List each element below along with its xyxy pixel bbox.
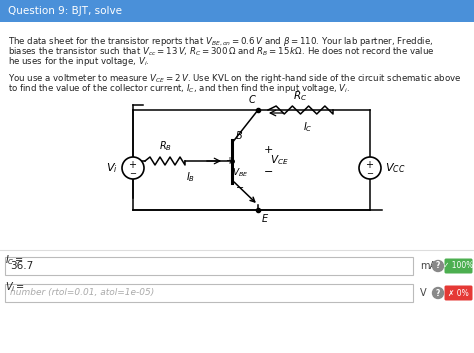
Text: number (rtol=0.01, atol=1e-05): number (rtol=0.01, atol=1e-05): [10, 288, 154, 298]
Text: ✗ 0%: ✗ 0%: [447, 288, 468, 298]
Text: $I_C$: $I_C$: [303, 120, 313, 134]
Text: he uses for the input voltage, $V_i$.: he uses for the input voltage, $V_i$.: [8, 55, 150, 68]
Text: $C$: $C$: [247, 93, 256, 105]
FancyBboxPatch shape: [445, 286, 473, 300]
Text: $V_{BE}$: $V_{BE}$: [232, 166, 248, 179]
Text: ✓ 100%: ✓ 100%: [443, 262, 473, 270]
Circle shape: [432, 287, 444, 299]
Text: $I_B$: $I_B$: [186, 170, 196, 184]
Text: ?: ?: [436, 262, 440, 270]
Circle shape: [122, 157, 144, 179]
Text: $-$: $-$: [263, 165, 273, 175]
Text: V: V: [420, 288, 427, 298]
Text: Question 9: BJT, solve: Question 9: BJT, solve: [8, 6, 122, 16]
Text: to find the value of the collector current, $I_C$, and then find the input volta: to find the value of the collector curre…: [8, 82, 350, 95]
Text: $-$: $-$: [236, 180, 245, 191]
FancyBboxPatch shape: [5, 257, 413, 275]
Text: $R_B$: $R_B$: [158, 139, 172, 153]
Text: 36.7: 36.7: [10, 261, 33, 271]
Text: The data sheet for the transistor reports that $V_{BE,on} = 0.6\,V$ and $\beta =: The data sheet for the transistor report…: [8, 35, 433, 48]
Text: $B$: $B$: [235, 129, 243, 141]
Text: ?: ?: [436, 288, 440, 298]
Text: $I_C =$: $I_C =$: [5, 253, 24, 267]
Text: $+$: $+$: [226, 155, 235, 166]
FancyBboxPatch shape: [0, 0, 474, 22]
FancyBboxPatch shape: [5, 284, 413, 302]
Text: $V_{CE}$: $V_{CE}$: [270, 153, 289, 167]
Text: biases the transistor such that $V_{cc} = 13\,V$, $R_C = 300\,\Omega$ and $R_B =: biases the transistor such that $V_{cc} …: [8, 45, 434, 58]
Text: $-$: $-$: [366, 168, 374, 176]
Circle shape: [432, 261, 444, 271]
Text: $+$: $+$: [263, 144, 273, 155]
Text: You use a voltmeter to measure $V_{CE} = 2\,V$. Use KVL on the right-hand side o: You use a voltmeter to measure $V_{CE} =…: [8, 72, 462, 85]
Text: $+$: $+$: [128, 158, 137, 169]
Text: $+$: $+$: [365, 158, 374, 169]
Text: $R_C$: $R_C$: [293, 89, 308, 103]
Text: $V_i$: $V_i$: [106, 161, 118, 175]
Text: mA: mA: [420, 261, 436, 271]
Text: $-$: $-$: [129, 168, 137, 176]
Circle shape: [359, 157, 381, 179]
Text: $V_i =$: $V_i =$: [5, 280, 25, 294]
Text: $V_{CC}$: $V_{CC}$: [385, 161, 405, 175]
Text: $E$: $E$: [261, 212, 269, 224]
FancyBboxPatch shape: [445, 258, 473, 274]
FancyBboxPatch shape: [0, 22, 474, 353]
